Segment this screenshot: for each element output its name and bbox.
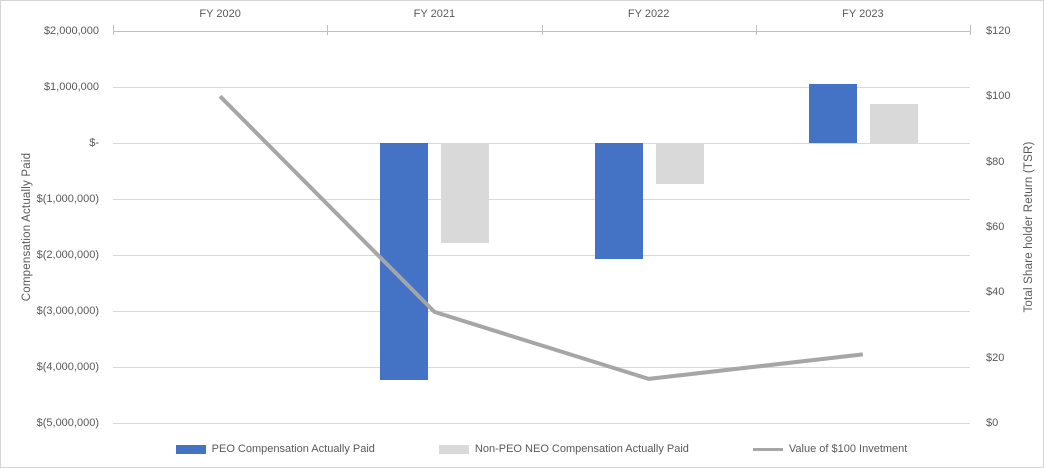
category-axis-tick xyxy=(113,25,114,35)
right-axis-tick-label: $100 xyxy=(986,90,1011,103)
right-axis-title: Total Share holder Return (TSR) xyxy=(1023,141,1035,313)
gridline xyxy=(113,143,970,144)
gridline xyxy=(113,199,970,200)
right-axis-tick-label: $40 xyxy=(986,286,1005,299)
left-axis-tick-label: $(4,000,000) xyxy=(36,361,99,373)
category-axis-tick xyxy=(327,25,328,35)
gridline xyxy=(113,423,970,424)
category-axis-tick xyxy=(970,25,971,35)
legend-bar-swatch-icon xyxy=(438,444,469,454)
legend-line-swatch-icon xyxy=(752,447,783,451)
left-axis-tick-label: $2,000,000 xyxy=(43,25,99,37)
legend-label: Non-PEO NEO Compensation Actually Paid xyxy=(474,443,689,455)
left-axis-tick-label: $- xyxy=(89,137,99,149)
category-label: FY 2020 xyxy=(199,8,241,20)
left-axis-tick-label: $(1,000,000) xyxy=(36,193,99,205)
tsr-line xyxy=(218,94,864,381)
category-axis-tick xyxy=(542,25,543,35)
left-axis-title: Compensation Actually Paid xyxy=(21,152,33,302)
right-axis-tick-label: $60 xyxy=(986,221,1005,233)
non-peo-cap-bar xyxy=(656,143,704,184)
legend-label: Value of $100 Invetment xyxy=(788,443,908,455)
chart-legend: PEO Compensation Actually Paid Non-PEO NE… xyxy=(113,440,970,458)
right-axis-tick-label: $0 xyxy=(986,417,999,429)
legend-bar-swatch-icon xyxy=(175,444,206,454)
legend-label: PEO Compensation Actually Paid xyxy=(211,443,375,455)
legend-item: Non-PEO NEO Compensation Actually Paid xyxy=(438,442,689,456)
gridline xyxy=(113,87,970,88)
left-axis-tick-label: $1,000,000 xyxy=(43,81,99,93)
category-label: FY 2022 xyxy=(627,8,670,20)
legend-item: Value of $100 Invetment xyxy=(752,442,908,456)
left-axis-tick-label: $(2,000,000) xyxy=(36,249,99,261)
legend-item: PEO Compensation Actually Paid xyxy=(175,442,375,456)
right-axis-tick-label: $20 xyxy=(986,351,1005,364)
category-axis-tick xyxy=(756,25,757,35)
gridline xyxy=(113,31,970,32)
category-label: FY 2021 xyxy=(413,8,456,20)
right-axis-tick-label: $120 xyxy=(986,25,1011,37)
gridline xyxy=(113,367,970,368)
left-axis-tick-label: $(5,000,000) xyxy=(36,417,99,429)
gridline xyxy=(113,255,970,256)
category-label: FY 2023 xyxy=(842,8,884,20)
non-peo-cap-bar xyxy=(441,143,489,244)
peo-cap-bar xyxy=(595,143,643,259)
gridline xyxy=(113,311,970,312)
right-axis-tick-label: $80 xyxy=(986,155,1005,168)
peo-cap-bar xyxy=(809,84,857,143)
non-peo-cap-bar xyxy=(870,104,918,143)
peo-cap-bar xyxy=(380,143,428,380)
left-axis-tick-label: $(3,000,000) xyxy=(36,305,99,317)
